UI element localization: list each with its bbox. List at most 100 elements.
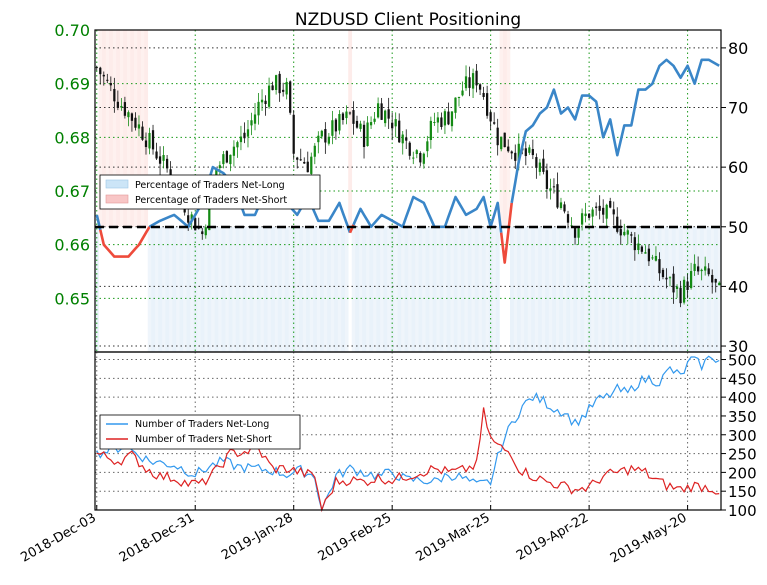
candlestick: [587, 212, 591, 220]
count-tick-label: 450: [728, 370, 757, 388]
legend-top: Percentage of Traders Net-Long Percentag…: [99, 174, 321, 210]
sentiment-stripe: [263, 226, 268, 352]
candlestick: [637, 234, 640, 255]
candlestick: [531, 139, 534, 160]
sentiment-stripe: [640, 226, 644, 352]
sentiment-stripe: [309, 226, 314, 352]
sentiment-stripe: [513, 226, 518, 352]
sentiment-stripe: [629, 226, 634, 352]
candlestick: [443, 108, 447, 135]
percentage-tick-label: 30: [728, 337, 748, 356]
sentiment-stripe: [277, 226, 282, 352]
sentiment-stripe: [436, 226, 440, 352]
sentiment-stripe: [313, 226, 317, 352]
date-tick-label: 2019-May-20: [608, 510, 690, 566]
candlestick: [556, 172, 559, 209]
sentiment-stripe: [555, 226, 560, 352]
sentiment-stripe: [98, 30, 103, 227]
candlestick: [612, 201, 615, 226]
sentiment-stripe: [362, 226, 367, 352]
sentiment-stripe: [443, 226, 447, 352]
candlestick: [95, 65, 98, 71]
candlestick: [158, 146, 162, 176]
sentiment-stripe: [291, 226, 296, 352]
candlestick: [591, 207, 594, 226]
sentiment-stripe: [654, 226, 658, 352]
legend-label-net-short: Percentage of Traders Net-Short: [135, 195, 287, 206]
price-tick-label: 0.65: [54, 289, 90, 308]
candlestick: [306, 151, 309, 173]
candlestick: [658, 252, 661, 281]
candlestick: [619, 219, 622, 245]
candlestick: [415, 149, 418, 159]
candlestick: [510, 150, 513, 160]
sentiment-stripe: [615, 226, 620, 352]
candlestick: [348, 111, 352, 116]
sentiment-stripe: [573, 226, 578, 352]
candlestick: [225, 150, 229, 164]
candlestick: [478, 83, 482, 95]
candlestick: [426, 135, 429, 158]
candlestick: [137, 115, 141, 137]
candlestick: [496, 118, 499, 156]
sentiment-stripe: [626, 226, 630, 352]
candlestick: [148, 127, 151, 155]
candlestick: [503, 132, 506, 148]
sentiment-stripe: [541, 226, 546, 352]
candlestick: [278, 71, 281, 102]
candlestick: [127, 110, 130, 127]
sentiment-stripe: [344, 226, 349, 352]
sentiment-stripe: [246, 226, 251, 352]
candlestick: [123, 96, 127, 119]
sentiment-stripe: [95, 226, 99, 352]
sentiment-stripe: [636, 226, 641, 352]
candlestick: [486, 85, 489, 119]
candlestick: [341, 112, 345, 125]
sentiment-stripe: [633, 226, 637, 352]
candlestick: [654, 246, 658, 262]
candlestick: [447, 102, 450, 126]
sentiment-stripe: [112, 30, 117, 227]
sentiment-stripe: [302, 226, 307, 352]
candlestick: [264, 95, 267, 116]
candlestick: [689, 262, 693, 290]
sentiment-stripe: [316, 226, 321, 352]
candlestick: [352, 101, 355, 135]
sentiment-stripe: [193, 226, 198, 352]
price-tick-label: 0.66: [54, 236, 90, 255]
sentiment-stripe: [365, 226, 370, 352]
sentiment-stripe: [474, 226, 479, 352]
sentiment-stripe: [601, 226, 606, 352]
percentage-tick-label: 70: [728, 99, 748, 118]
sentiment-stripe: [481, 226, 486, 352]
sentiment-stripe: [281, 226, 286, 352]
candlestick: [243, 122, 246, 144]
candlestick: [468, 66, 471, 97]
count-panel-frame: [94, 351, 722, 511]
price-tick-label: 0.70: [54, 21, 90, 40]
sentiment-stripe: [225, 226, 229, 352]
candlestick: [229, 154, 232, 172]
candlestick: [475, 63, 478, 93]
sentiment-stripe: [422, 226, 426, 352]
count-tick-label: 350: [728, 408, 757, 426]
candlestick: [313, 143, 316, 165]
sentiment-stripe: [260, 226, 265, 352]
sentiment-stripe: [253, 226, 258, 352]
candlestick: [373, 111, 376, 125]
candlestick: [327, 132, 330, 146]
price-tick-label: 0.68: [54, 128, 90, 147]
count-tick-label: 150: [728, 483, 757, 501]
sentiment-stripe: [506, 30, 511, 227]
candlestick: [644, 245, 647, 254]
candlestick: [408, 141, 411, 160]
date-axis: 2018-Dec-03 2018-Dec-31 2019-Jan-28 2019-Fe…: [18, 505, 690, 566]
sentiment-stripe: [376, 226, 381, 352]
candlestick: [338, 110, 341, 135]
candlestick: [489, 109, 492, 130]
sentiment-stripe: [569, 226, 574, 352]
candlestick: [246, 120, 250, 148]
sentiment-stripe: [400, 226, 405, 352]
sentiment-stripe: [284, 226, 289, 352]
sentiment-stripe: [189, 226, 194, 352]
